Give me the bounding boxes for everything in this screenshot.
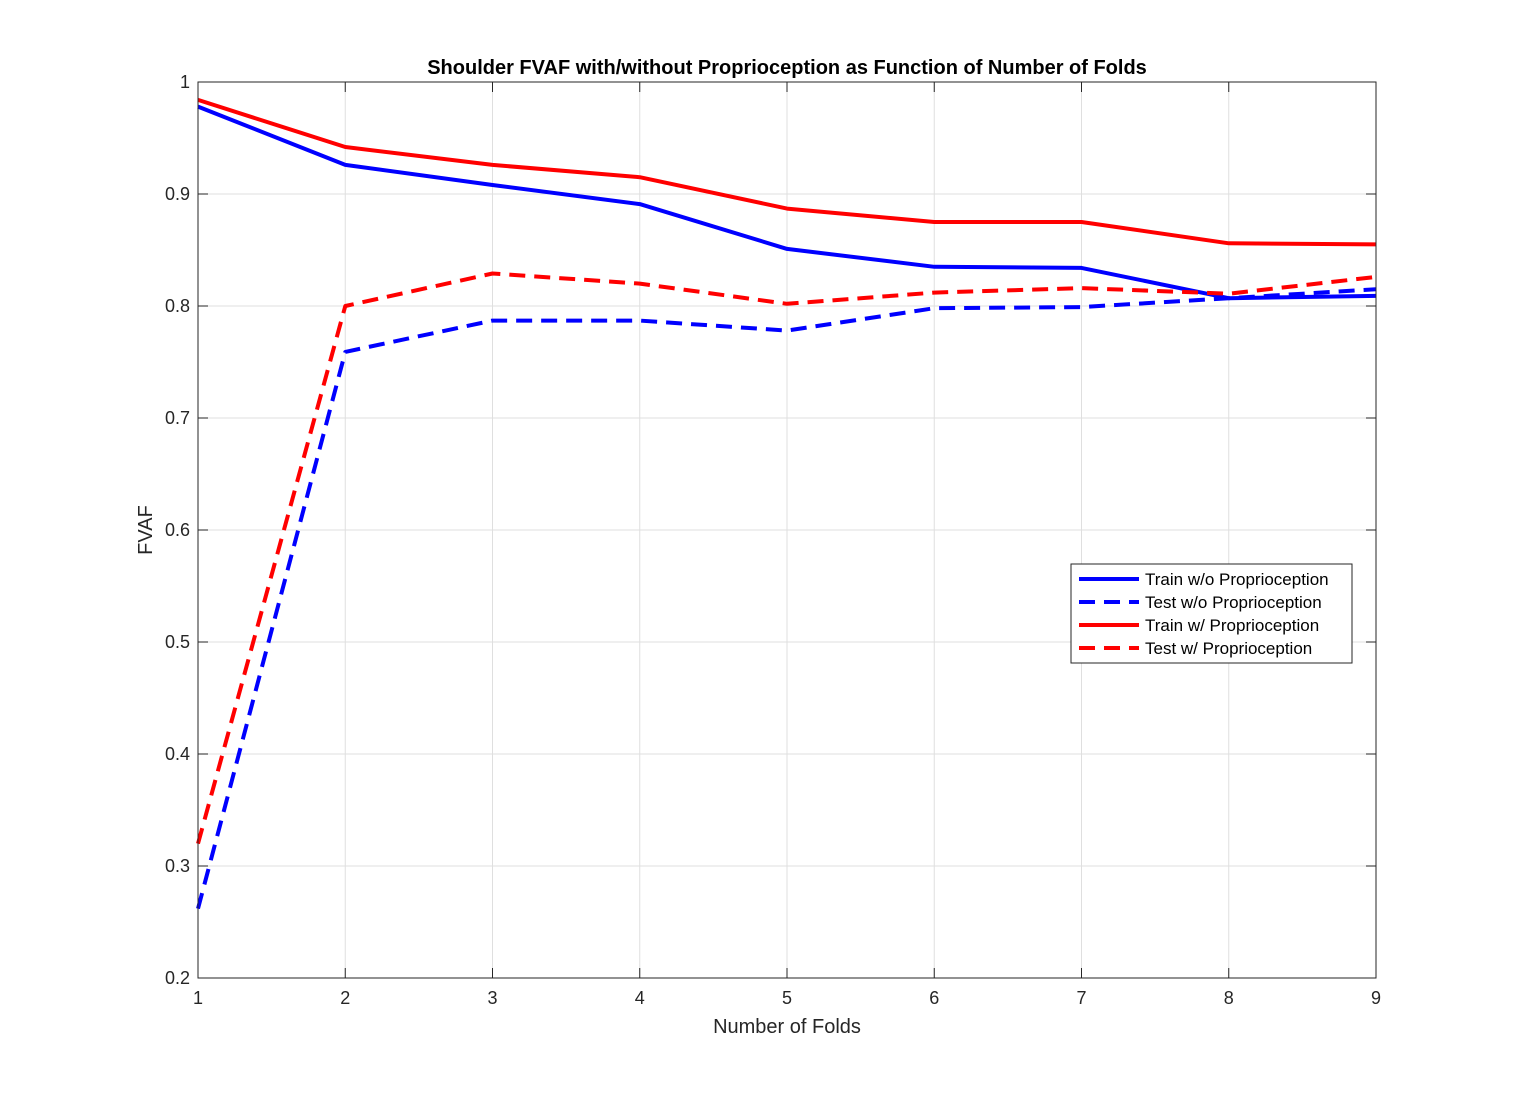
y-axis-label: FVAF	[135, 505, 157, 555]
y-tick-label: 0.6	[165, 520, 190, 540]
y-tick-label: 0.7	[165, 408, 190, 428]
x-tick-label: 6	[929, 988, 939, 1008]
x-tick-label: 3	[487, 988, 497, 1008]
series-line	[196, 271, 1377, 845]
legend-label: Test w/o Proprioception	[1145, 593, 1322, 612]
x-tick-label: 7	[1076, 988, 1086, 1008]
grid	[197, 81, 1377, 979]
y-tick-label: 0.9	[165, 184, 190, 204]
axis-ticks: 1 2 3 4 5 6 7 8 9 0.2 0.3 0.4 0.5 0.6 0.7 0.8 0.9 1	[165, 72, 1381, 1008]
y-tick-label: 0.4	[165, 744, 190, 764]
series-lines	[196, 97, 1377, 910]
legend-label: Test w/ Proprioception	[1145, 639, 1312, 658]
chart-title: Shoulder FVAF with/without Proprioceptio…	[427, 57, 1147, 79]
x-tick-label: 8	[1224, 988, 1234, 1008]
legend-label: Train w/o Proprioception	[1145, 570, 1329, 589]
legend-label: Train w/ Proprioception	[1145, 616, 1319, 635]
y-tick-label: 0.8	[165, 296, 190, 316]
legend: Train w/o Proprioception Test w/o Proprio…	[1070, 563, 1353, 664]
x-axis-label: Number of Folds	[713, 1016, 861, 1038]
x-tick-label: 5	[782, 988, 792, 1008]
y-tick-label: 0.2	[165, 968, 190, 988]
y-tick-label: 0.5	[165, 632, 190, 652]
x-tick-label: 2	[340, 988, 350, 1008]
series-line	[196, 287, 1377, 910]
y-tick-label: 0.3	[165, 856, 190, 876]
series-line	[197, 104, 1377, 301]
y-tick-label: 1	[180, 72, 190, 92]
series-line	[197, 97, 1377, 247]
x-tick-label: 1	[193, 988, 203, 1008]
x-tick-label: 9	[1371, 988, 1381, 1008]
x-tick-label: 4	[635, 988, 645, 1008]
